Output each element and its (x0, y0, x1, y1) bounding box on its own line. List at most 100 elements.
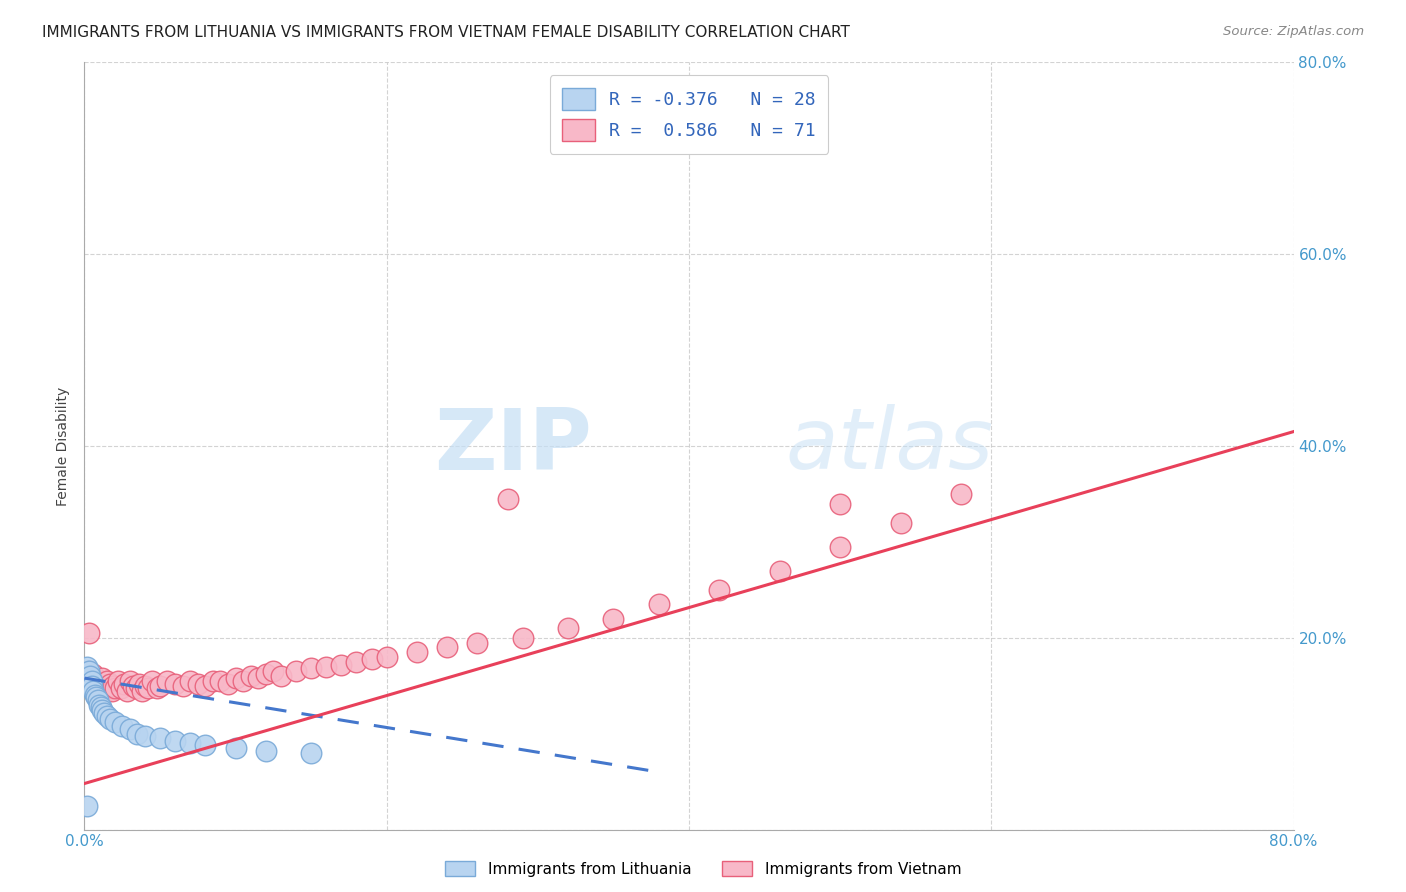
Point (91, 671, 114, 685)
Point (101, 679, 124, 693)
Point (165, 677, 187, 691)
Text: ZIP: ZIP (434, 404, 592, 488)
Point (84, 689, 107, 703)
Point (436, 640, 458, 655)
Point (76, 669, 98, 683)
Point (194, 738, 217, 752)
Legend: R = -0.376   N = 28, R =  0.586   N = 71: R = -0.376 N = 28, R = 0.586 N = 71 (550, 75, 828, 153)
Point (375, 649, 398, 664)
Point (315, 659, 337, 673)
Y-axis label: Female Disability: Female Disability (56, 386, 70, 506)
Point (149, 731, 172, 746)
Point (89, 677, 111, 691)
Point (79, 669, 101, 683)
Point (96, 673, 118, 688)
Point (146, 681, 169, 695)
Point (82, 683, 104, 698)
Point (104, 681, 127, 695)
Point (149, 679, 172, 693)
Text: IMMIGRANTS FROM LITHUANIA VS IMMIGRANTS FROM VIETNAM FEMALE DISABILITY CORRELATI: IMMIGRANTS FROM LITHUANIA VS IMMIGRANTS … (42, 25, 851, 40)
Point (709, 582, 731, 597)
Point (118, 673, 141, 688)
Point (890, 516, 912, 530)
Point (77, 665, 100, 679)
Point (76, 659, 98, 673)
Point (330, 657, 353, 672)
Point (648, 597, 671, 611)
Point (80, 673, 103, 688)
Point (225, 741, 247, 756)
Point (121, 679, 143, 693)
Point (187, 677, 209, 691)
Point (201, 673, 224, 688)
Point (80, 679, 103, 693)
Point (97, 681, 120, 695)
Point (179, 736, 201, 750)
Point (254, 744, 277, 758)
Point (406, 645, 429, 659)
Point (285, 665, 308, 679)
Point (209, 673, 232, 688)
Point (86, 673, 108, 688)
Point (262, 665, 284, 679)
Point (254, 667, 277, 681)
Point (950, 487, 973, 501)
Point (86, 690, 108, 705)
Point (80, 673, 103, 688)
Point (90, 699, 112, 714)
Point (79, 671, 101, 685)
Point (769, 564, 792, 578)
Point (104, 715, 127, 730)
Point (77, 626, 100, 640)
Point (141, 673, 163, 688)
Point (94, 683, 117, 698)
Point (100, 683, 122, 698)
Point (360, 652, 382, 666)
Point (299, 746, 322, 760)
Point (172, 679, 194, 693)
Point (87, 681, 110, 695)
Point (299, 661, 322, 675)
Point (98, 712, 121, 726)
Point (156, 673, 179, 688)
Point (110, 681, 132, 695)
Point (77, 665, 100, 679)
Point (82, 667, 104, 681)
Point (115, 683, 138, 698)
Point (467, 635, 489, 649)
Point (217, 677, 239, 691)
Text: Source: ZipAtlas.com: Source: ZipAtlas.com (1223, 25, 1364, 38)
Point (194, 679, 217, 693)
Point (557, 621, 579, 635)
Point (90, 683, 112, 698)
Point (247, 671, 270, 685)
Point (76, 798, 98, 813)
Point (84, 679, 107, 693)
Point (239, 669, 262, 683)
Point (830, 540, 852, 554)
Point (112, 677, 135, 691)
Point (128, 677, 150, 691)
Point (830, 496, 852, 510)
Point (512, 631, 534, 645)
Point (127, 726, 149, 740)
Point (98, 677, 121, 691)
Point (346, 655, 368, 669)
Point (107, 673, 129, 688)
Point (91, 703, 114, 717)
Point (179, 673, 201, 688)
Point (93, 679, 115, 693)
Point (125, 681, 148, 695)
Point (136, 681, 159, 695)
Point (165, 734, 187, 748)
Point (602, 612, 624, 626)
Legend: Immigrants from Lithuania, Immigrants from Vietnam: Immigrants from Lithuania, Immigrants fr… (437, 853, 969, 884)
Point (134, 679, 156, 693)
Point (93, 706, 115, 720)
Point (131, 683, 153, 698)
Point (111, 719, 134, 733)
Point (118, 722, 141, 736)
Point (96, 709, 118, 723)
Point (89, 698, 111, 712)
Point (134, 729, 156, 743)
